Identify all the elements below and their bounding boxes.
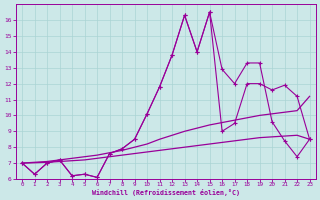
X-axis label: Windchill (Refroidissement éolien,°C): Windchill (Refroidissement éolien,°C) (92, 189, 240, 196)
